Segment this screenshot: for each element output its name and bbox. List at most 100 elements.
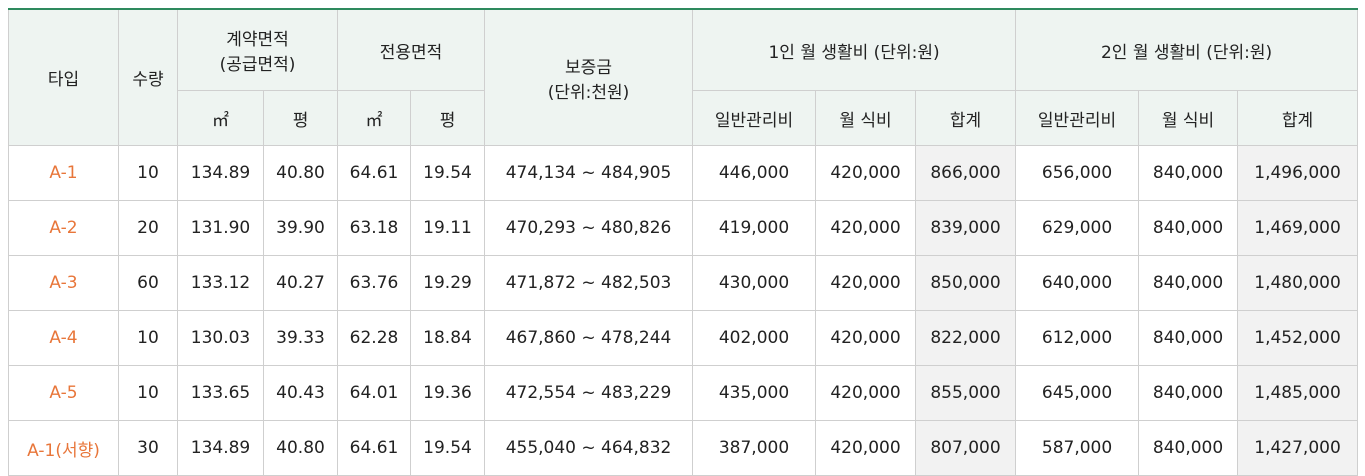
cell-contract-sqm: 133.65 (177, 365, 264, 421)
cell-exclusive-sqm: 64.01 (337, 365, 412, 421)
cell-p1-general: 446,000 (692, 145, 817, 201)
cell-exclusive-pyeong: 19.54 (410, 145, 486, 201)
cell-contract-sqm: 134.89 (177, 420, 264, 476)
cell-exclusive-sqm: 64.61 (337, 145, 412, 201)
header-p1-meal: 월 식비 (815, 90, 917, 146)
living-cost-table: 타입 수량 계약면적 (공급면적) 전용면적 보증금 (단위:천원) 1인 월 … (8, 8, 1359, 476)
cell-count: 10 (118, 310, 178, 366)
table-row: A-3 60 133.12 40.27 63.76 19.29 471,872 … (8, 255, 1359, 311)
cell-p2-meal: 840,000 (1138, 255, 1239, 311)
cell-p1-meal: 420,000 (815, 200, 917, 256)
cell-p2-general: 629,000 (1015, 200, 1140, 256)
table-body: A-1 10 134.89 40.80 64.61 19.54 474,134 … (8, 145, 1359, 476)
cell-deposit: 455,040 ~ 464,832 (484, 420, 694, 476)
header-exclusive-pyeong: 평 (410, 90, 486, 146)
cell-deposit: 471,872 ~ 482,503 (484, 255, 694, 311)
cell-p1-total: 839,000 (915, 200, 1017, 256)
header-exclusive-area: 전용면적 (337, 8, 486, 91)
header-p2-total: 합계 (1237, 90, 1359, 146)
header-count: 수량 (118, 8, 178, 146)
cell-p1-general: 430,000 (692, 255, 817, 311)
table-row: A-2 20 131.90 39.90 63.18 19.11 470,293 … (8, 200, 1359, 256)
cell-p2-meal: 840,000 (1138, 310, 1239, 366)
cell-p1-total: 866,000 (915, 145, 1017, 201)
cell-p1-meal: 420,000 (815, 310, 917, 366)
cell-p2-total: 1,469,000 (1237, 200, 1359, 256)
cell-p2-total: 1,480,000 (1237, 255, 1359, 311)
cell-deposit: 470,293 ~ 480,826 (484, 200, 694, 256)
table-row: A-4 10 130.03 39.33 62.28 18.84 467,860 … (8, 310, 1359, 366)
header-contract-pyeong: 평 (262, 90, 339, 146)
cell-deposit: 474,134 ~ 484,905 (484, 145, 694, 201)
cell-exclusive-pyeong: 19.29 (410, 255, 486, 311)
cell-contract-pyeong: 40.80 (262, 145, 339, 201)
table-row: A-5 10 133.65 40.43 64.01 19.36 472,554 … (8, 365, 1359, 421)
header-p2-general: 일반관리비 (1015, 90, 1140, 146)
cell-p2-general: 587,000 (1015, 420, 1140, 476)
table-row: A-1(서향) 30 134.89 40.80 64.61 19.54 455,… (8, 420, 1359, 476)
cell-p1-general: 419,000 (692, 200, 817, 256)
cell-p2-total: 1,485,000 (1237, 365, 1359, 421)
header-p2-meal: 월 식비 (1138, 90, 1239, 146)
cell-contract-sqm: 134.89 (177, 145, 264, 201)
cell-p1-meal: 420,000 (815, 145, 917, 201)
cell-count: 10 (118, 145, 178, 201)
cell-p2-meal: 840,000 (1138, 145, 1239, 201)
table-header: 타입 수량 계약면적 (공급면적) 전용면적 보증금 (단위:천원) 1인 월 … (8, 8, 1359, 146)
cell-exclusive-pyeong: 19.11 (410, 200, 486, 256)
cell-p1-total: 822,000 (915, 310, 1017, 366)
cell-exclusive-pyeong: 19.36 (410, 365, 486, 421)
cell-deposit: 467,860 ~ 478,244 (484, 310, 694, 366)
cell-type: A-1(서향) (8, 420, 119, 476)
cell-p2-total: 1,496,000 (1237, 145, 1359, 201)
cell-contract-pyeong: 39.90 (262, 200, 339, 256)
cell-count: 10 (118, 365, 178, 421)
cell-contract-pyeong: 39.33 (262, 310, 339, 366)
cell-p1-meal: 420,000 (815, 365, 917, 421)
cell-p2-meal: 840,000 (1138, 200, 1239, 256)
cell-contract-sqm: 130.03 (177, 310, 264, 366)
cell-count: 60 (118, 255, 178, 311)
header-one-person: 1인 월 생활비 (단위:원) (692, 8, 1017, 91)
cell-exclusive-sqm: 64.61 (337, 420, 412, 476)
cell-p2-general: 612,000 (1015, 310, 1140, 366)
cell-p1-general: 435,000 (692, 365, 817, 421)
cell-p2-total: 1,427,000 (1237, 420, 1359, 476)
cell-p2-meal: 840,000 (1138, 365, 1239, 421)
header-two-person: 2인 월 생활비 (단위:원) (1015, 8, 1359, 91)
cell-p2-general: 645,000 (1015, 365, 1140, 421)
cell-type: A-2 (8, 200, 119, 256)
header-p1-total: 합계 (915, 90, 1017, 146)
cell-p1-general: 387,000 (692, 420, 817, 476)
cell-p1-meal: 420,000 (815, 420, 917, 476)
cell-type: A-1 (8, 145, 119, 201)
table-row: A-1 10 134.89 40.80 64.61 19.54 474,134 … (8, 145, 1359, 201)
cell-contract-sqm: 131.90 (177, 200, 264, 256)
cell-p1-total: 855,000 (915, 365, 1017, 421)
header-p1-general: 일반관리비 (692, 90, 817, 146)
cell-p2-general: 656,000 (1015, 145, 1140, 201)
cell-contract-pyeong: 40.43 (262, 365, 339, 421)
cell-count: 20 (118, 200, 178, 256)
cell-p2-general: 640,000 (1015, 255, 1140, 311)
cell-p1-total: 850,000 (915, 255, 1017, 311)
cell-p1-general: 402,000 (692, 310, 817, 366)
cell-p2-total: 1,452,000 (1237, 310, 1359, 366)
cell-deposit: 472,554 ~ 483,229 (484, 365, 694, 421)
cell-exclusive-sqm: 63.76 (337, 255, 412, 311)
cell-count: 30 (118, 420, 178, 476)
cell-exclusive-sqm: 63.18 (337, 200, 412, 256)
cell-contract-sqm: 133.12 (177, 255, 264, 311)
cell-contract-pyeong: 40.27 (262, 255, 339, 311)
cell-p2-meal: 840,000 (1138, 420, 1239, 476)
header-contract-area: 계약면적 (공급면적) (176, 8, 339, 91)
cell-p1-meal: 420,000 (815, 255, 917, 311)
cell-exclusive-sqm: 62.28 (337, 310, 412, 366)
cell-exclusive-pyeong: 18.84 (410, 310, 486, 366)
cell-p1-total: 807,000 (915, 420, 1017, 476)
cell-type: A-3 (8, 255, 119, 311)
cell-exclusive-pyeong: 19.54 (410, 420, 486, 476)
cell-type: A-4 (8, 310, 119, 366)
header-exclusive-sqm: ㎡ (337, 90, 412, 146)
header-type: 타입 (8, 8, 119, 146)
